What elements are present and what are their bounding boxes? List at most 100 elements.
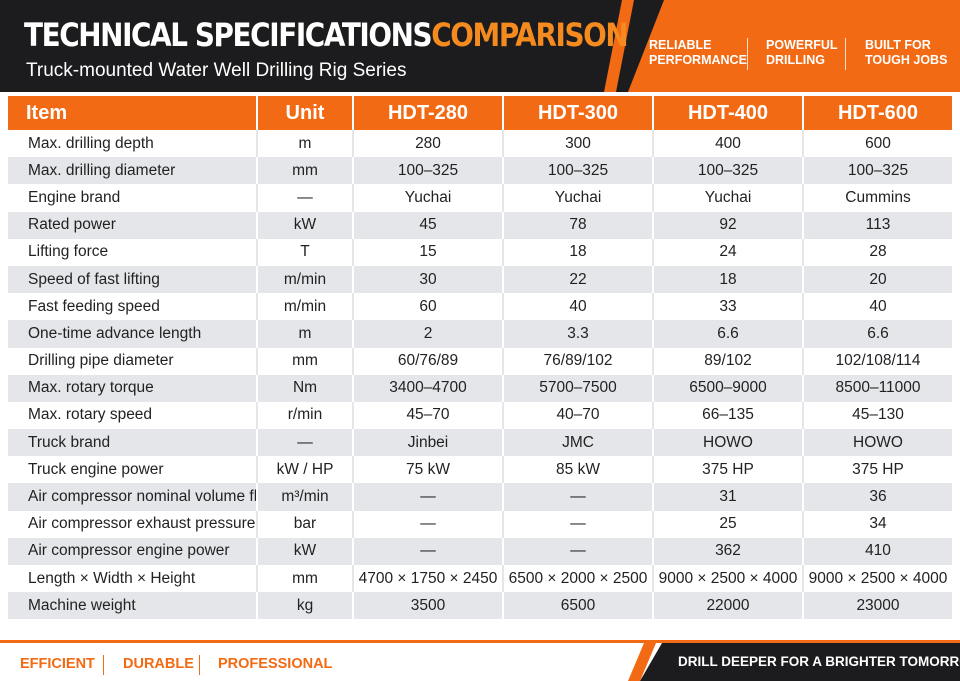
table-row: Max. rotary torque Nm 3400–4700 5700–7500 65… bbox=[8, 374, 952, 402]
footer-word-professional: PROFESSIONAL bbox=[218, 656, 333, 672]
cell-value: 6.6 bbox=[867, 324, 889, 342]
cell-value: — bbox=[504, 537, 654, 565]
cell-value: 280 bbox=[354, 130, 504, 158]
cell-unit: mm bbox=[258, 565, 354, 593]
cell-value: 76/89/102 bbox=[504, 347, 654, 375]
cell-item: Drilling pipe diameter bbox=[8, 347, 258, 375]
cell-value: 22 bbox=[504, 265, 654, 294]
cell-unit: mm bbox=[258, 347, 354, 375]
header-banner: TECHNICAL SPECIFICATIONSCOMPARISON Truck… bbox=[0, 0, 960, 92]
table-row: Rated power kW 45 78 92 113 bbox=[8, 211, 952, 239]
cell-unit: kW / HP bbox=[258, 456, 354, 484]
cell-value: 36 bbox=[869, 488, 887, 506]
table-row: Air compressor engine power kW — —362 410 bbox=[8, 537, 952, 565]
cell-value: — bbox=[354, 510, 504, 538]
title-highlight: COMPARISON bbox=[431, 16, 628, 54]
cell-item: Engine brand bbox=[8, 184, 258, 212]
cell-value: 375 HP bbox=[852, 460, 904, 478]
cell-value: 22000 bbox=[654, 592, 804, 620]
tagline-reliable: RELIABLE PERFORMANCE bbox=[649, 38, 747, 67]
table-row: Engine brand — Yuchai Yuchai Yuchai Cummins bbox=[8, 184, 952, 212]
cell-unit: m bbox=[258, 130, 354, 158]
cell-item: Air compressor engine power bbox=[8, 537, 258, 565]
cell-value: 28 bbox=[869, 243, 887, 261]
table-row: Max. drilling depth m 280 300 400 600 bbox=[8, 130, 952, 158]
table-header-row: Item Unit HDT-280 HDT-300 HDT-400 HDT-60… bbox=[8, 96, 952, 130]
footer-separator bbox=[103, 655, 104, 675]
cell-value: 18 bbox=[504, 238, 654, 266]
cell-value: 3500 bbox=[354, 592, 504, 620]
tagline-powerful: POWERFUL DRILLING bbox=[766, 38, 838, 67]
cell-value: 3400–4700 bbox=[354, 374, 504, 402]
cell-unit: m/min bbox=[258, 265, 354, 294]
cell-value: 5700–7500 bbox=[504, 374, 654, 402]
cell-item: Machine weight bbox=[8, 592, 258, 620]
cell-value: 100–325 bbox=[654, 157, 804, 185]
cell-item: Rated power bbox=[8, 211, 258, 239]
cell-item: Truck brand bbox=[8, 429, 258, 457]
cell-value: 9000 × 2500 × 4000 bbox=[808, 569, 948, 587]
cell-value: 45 bbox=[354, 211, 504, 239]
cell-value: 2 bbox=[354, 320, 504, 348]
cell-value: 45–70 bbox=[354, 401, 504, 430]
cell-value: 89/102 bbox=[654, 347, 804, 375]
cell-unit: m bbox=[258, 320, 354, 348]
table-row: Air compressor nominal volume flow m³/min… bbox=[8, 483, 952, 511]
cell-unit: T bbox=[258, 238, 354, 266]
cell-value: 600 bbox=[865, 134, 891, 152]
cell-value: 40 bbox=[504, 293, 654, 321]
cell-value: 30 bbox=[354, 265, 504, 294]
footer-word-durable: DURABLE bbox=[123, 656, 194, 672]
cell-value: 6500–9000 bbox=[654, 374, 804, 402]
cell-unit: — bbox=[258, 184, 354, 212]
cell-unit: kW bbox=[258, 211, 354, 239]
footer-dark-band bbox=[640, 643, 960, 681]
spec-table: Item Unit HDT-280 HDT-300 HDT-400 HDT-60… bbox=[8, 96, 952, 620]
tagline-tough: BUILT FOR TOUGH JOBS bbox=[865, 38, 948, 67]
tagline-divider bbox=[747, 38, 748, 70]
cell-value: 100–325 bbox=[354, 157, 504, 185]
cell-item: Speed of fast lifting bbox=[8, 265, 258, 294]
cell-value: Yuchai bbox=[354, 184, 504, 212]
header-model: HDT-600 bbox=[837, 101, 919, 124]
cell-value: 40 bbox=[869, 297, 887, 315]
cell-value: 25 bbox=[654, 510, 804, 538]
cell-value: 23000 bbox=[856, 596, 900, 614]
cell-value: 66–135 bbox=[654, 401, 804, 430]
cell-item: Max. rotary torque bbox=[8, 374, 258, 402]
cell-value: 92 bbox=[654, 211, 804, 239]
footer-divider bbox=[0, 640, 960, 643]
page-title: TECHNICAL SPECIFICATIONSCOMPARISON bbox=[24, 16, 629, 60]
cell-value: — bbox=[504, 510, 654, 538]
cell-value: 31 bbox=[654, 483, 804, 511]
cell-item: Lifting force bbox=[8, 238, 258, 266]
cell-value: 9000 × 2500 × 4000 bbox=[654, 565, 804, 593]
cell-unit: Nm bbox=[258, 374, 354, 402]
footer-word-efficient: EFFICIENT bbox=[20, 656, 95, 672]
cell-value: HOWO bbox=[853, 433, 903, 451]
cell-value: 78 bbox=[504, 211, 654, 239]
footer-slogan: DRILL DEEPER FOR A BRIGHTER TOMORROW bbox=[678, 654, 960, 669]
cell-unit: bar bbox=[258, 510, 354, 538]
table-row: Max. drilling diameter mm 100–325 100–325 10… bbox=[8, 157, 952, 185]
table-row: Truck engine power kW / HP 75 kW 85 kW 375 H… bbox=[8, 456, 952, 484]
cell-value: 3.3 bbox=[504, 320, 654, 348]
table-row: Speed of fast lifting m/min 30 22 18 20 bbox=[8, 265, 952, 294]
table-row: One-time advance length m 2 3.3 6.6 6.6 bbox=[8, 320, 952, 348]
cell-value: 410 bbox=[865, 542, 891, 560]
cell-value: 102/108/114 bbox=[835, 352, 921, 370]
tagline-divider bbox=[845, 38, 846, 70]
cell-value: 362 bbox=[654, 537, 804, 565]
cell-item: Air compressor exhaust pressure bbox=[8, 510, 258, 538]
cell-value: JMC bbox=[504, 429, 654, 457]
header-unit: Unit bbox=[258, 96, 354, 130]
table-row: Truck brand — Jinbei JMC HOWO HOWO bbox=[8, 429, 952, 457]
cell-item: Max. rotary speed bbox=[8, 401, 258, 430]
cell-value: — bbox=[354, 537, 504, 565]
cell-value: — bbox=[354, 483, 504, 511]
cell-value: 60/76/89 bbox=[354, 347, 504, 375]
cell-item: Length × Width × Height bbox=[8, 565, 258, 593]
cell-value: 375 HP bbox=[654, 456, 804, 484]
table-row: Fast feeding speed m/min 60 40 33 40 bbox=[8, 293, 952, 321]
cell-item: Max. drilling depth bbox=[8, 130, 258, 158]
